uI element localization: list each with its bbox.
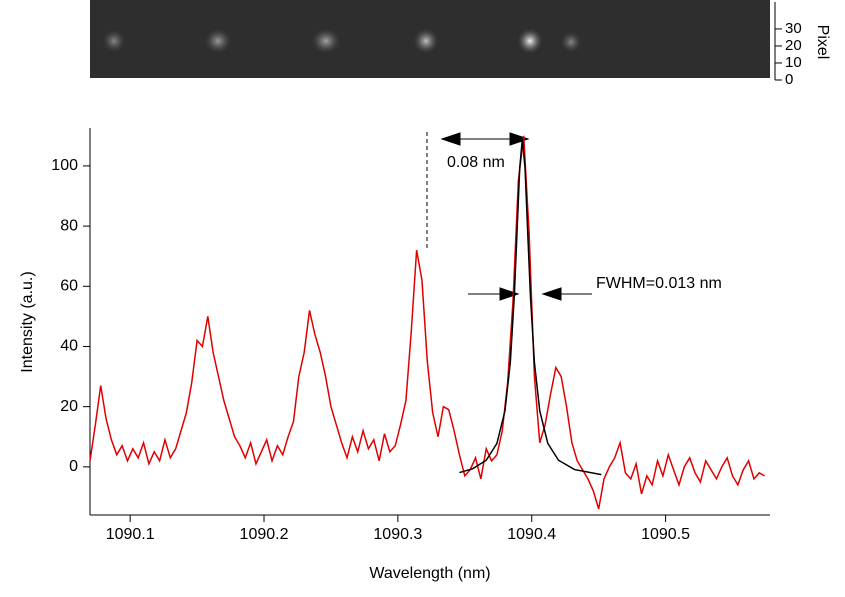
data-line bbox=[459, 138, 602, 476]
y-tick-label: 40 bbox=[60, 338, 78, 355]
y-tick-label: 0 bbox=[785, 71, 793, 88]
image-spots bbox=[102, 28, 582, 54]
spot bbox=[517, 28, 543, 54]
arrow-head bbox=[509, 132, 530, 146]
y-tick-label: 30 bbox=[785, 20, 802, 37]
spot bbox=[102, 29, 126, 53]
y-tick-label: 20 bbox=[60, 398, 78, 415]
distance-arrow bbox=[440, 132, 530, 146]
arrow-head bbox=[499, 287, 520, 301]
x-tick-label: 1090.4 bbox=[507, 526, 556, 543]
data-line bbox=[89, 135, 766, 510]
x-tick-label: 1090.1 bbox=[106, 526, 155, 543]
x-tick-label: 1090.3 bbox=[373, 526, 422, 543]
spot bbox=[413, 28, 439, 54]
spot bbox=[560, 31, 582, 53]
arrow-head bbox=[440, 132, 461, 146]
y-tick-label: 80 bbox=[60, 217, 78, 234]
y-axis-label: Intensity (a.u.) bbox=[19, 271, 36, 372]
y-tick-label: 60 bbox=[60, 278, 78, 295]
y-tick-label: 20 bbox=[785, 37, 802, 54]
fwhm-arrows bbox=[468, 287, 592, 301]
x-tick-label: 1090.2 bbox=[240, 526, 289, 543]
y-tick-label: 10 bbox=[785, 54, 802, 71]
y-tick-label: 0 bbox=[69, 458, 78, 475]
arrow-head bbox=[541, 287, 562, 301]
x-axis-label: Wavelength (nm) bbox=[369, 565, 490, 582]
y-tick-label: 100 bbox=[51, 157, 78, 174]
x-tick-label: 1090.5 bbox=[641, 526, 690, 543]
spot bbox=[204, 28, 232, 54]
annotation: 0.08 nm bbox=[447, 154, 505, 171]
spot bbox=[311, 28, 341, 54]
annotation: FWHM=0.013 nm bbox=[596, 275, 722, 292]
image-axis-label: Pixel bbox=[814, 25, 831, 60]
